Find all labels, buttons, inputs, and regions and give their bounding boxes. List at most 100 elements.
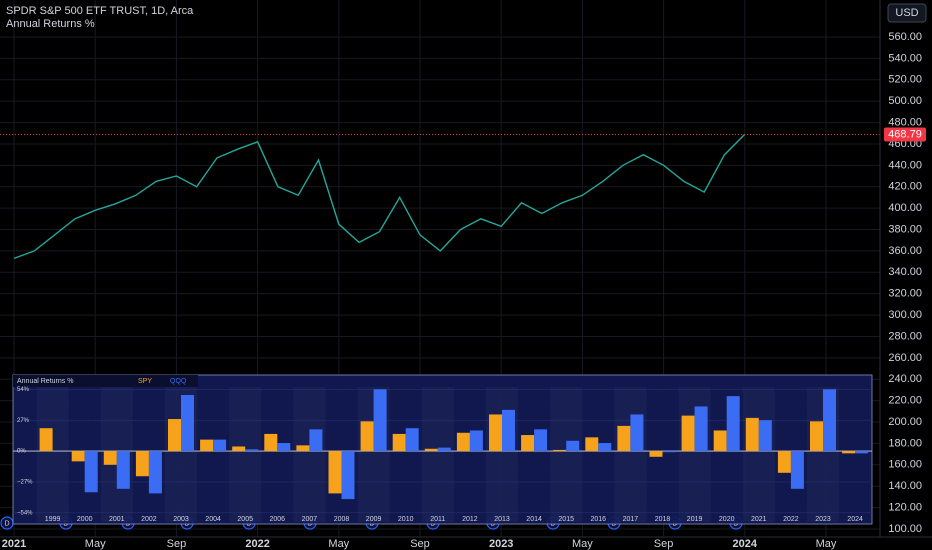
bar: [617, 425, 631, 452]
symbol-title: SPDR S&P 500 ETF TRUST, 1D, Arca: [6, 5, 194, 17]
bar: [373, 389, 387, 452]
y-tick-label: 0%: [17, 449, 26, 455]
last-price-tag: [884, 127, 926, 142]
x-tick-label: 2022: [783, 516, 799, 523]
bar: [392, 433, 406, 452]
bar: [328, 451, 342, 494]
x-tick-label: 2018: [655, 516, 671, 523]
bar: [168, 419, 181, 452]
y-tick-label: −27%: [17, 480, 33, 486]
x-tick-label: Sep: [167, 538, 187, 550]
x-tick-label: 2022: [245, 538, 269, 550]
y-tick-label: 320.00: [888, 288, 922, 300]
x-tick-label: 2008: [334, 516, 350, 523]
bar: [71, 451, 85, 462]
currency-label[interactable]: USD: [895, 7, 918, 19]
bar: [360, 421, 374, 452]
x-tick-label: 2006: [270, 516, 286, 523]
bar: [855, 451, 869, 454]
bar: [213, 439, 227, 452]
bar: [39, 428, 53, 452]
bar: [810, 421, 823, 452]
dividend-marker-label: D: [4, 520, 9, 527]
bar: [758, 420, 772, 452]
y-tick-label: −54%: [17, 510, 33, 516]
x-tick-label: 2002: [141, 516, 157, 523]
panel-title: Annual Returns %: [17, 378, 73, 385]
x-tick-label: 2015: [558, 516, 574, 523]
bar: [148, 451, 162, 494]
y-tick-label: 160.00: [888, 459, 922, 471]
bar: [566, 440, 580, 452]
x-tick-label: May: [572, 538, 593, 550]
bar: [469, 430, 483, 452]
x-tick-label: 2007: [302, 516, 318, 523]
x-tick-label: Sep: [654, 538, 674, 550]
y-tick-label: 360.00: [888, 245, 922, 257]
x-tick-label: 2004: [205, 516, 221, 523]
x-tick-label: 2009: [366, 516, 382, 523]
y-tick-label: 300.00: [888, 309, 922, 321]
x-tick-label: 2023: [489, 538, 513, 550]
x-tick-label: 2012: [462, 516, 478, 523]
bar: [424, 448, 438, 452]
bar: [232, 446, 246, 452]
bar: [245, 449, 259, 452]
x-tick-label: 2017: [623, 516, 639, 523]
x-tick-label: 2003: [173, 516, 189, 523]
bar: [745, 417, 759, 452]
annual-returns-panel: Annual Returns % 54% 27% 0% −27% −54% SPY QQQ 1…: [12, 374, 873, 525]
y-tick-label: 420.00: [888, 181, 922, 193]
bar: [681, 415, 695, 452]
bar: [103, 451, 117, 465]
bar: [489, 414, 502, 452]
bar: [521, 435, 535, 452]
bar: [456, 432, 470, 452]
y-tick-label: 27%: [17, 418, 30, 424]
bar: [200, 439, 214, 452]
bar: [585, 437, 599, 452]
bar: [502, 409, 515, 452]
bar: [649, 451, 663, 457]
y-tick-label: 500.00: [888, 95, 922, 107]
bar: [534, 429, 548, 452]
bar: [726, 396, 740, 452]
band-stripe: [614, 387, 646, 522]
legend-label: QQQ: [170, 378, 187, 385]
price-line: [13, 133, 746, 260]
y-tick-label: 540.00: [888, 52, 922, 64]
y-tick-label: 280.00: [888, 330, 922, 342]
bar: [296, 445, 310, 452]
bar: [713, 430, 727, 452]
bar: [116, 451, 130, 489]
x-tick-label: May: [328, 538, 349, 550]
currency-button[interactable]: [887, 3, 927, 23]
x-tick-label: 2013: [494, 516, 510, 523]
band-stripe: [422, 387, 454, 522]
y-tick-label: 120.00: [888, 501, 922, 513]
bar: [264, 433, 278, 452]
x-tick-label: 2010: [398, 516, 414, 523]
bar: [598, 443, 612, 452]
bar: [842, 451, 856, 454]
y-tick-label: 400.00: [888, 202, 922, 214]
y-tick-label: 480.00: [888, 116, 922, 128]
x-tick-label: May: [816, 538, 837, 550]
y-tick-label: 380.00: [888, 223, 922, 235]
x-tick-label: 2011: [430, 516, 445, 523]
x-tick-label: 2024: [733, 538, 758, 550]
x-tick-label: 2016: [591, 516, 607, 523]
bar: [790, 451, 804, 489]
y-tick-label: 200.00: [888, 416, 922, 428]
x-tick-label: 2023: [815, 516, 831, 523]
bar: [823, 389, 836, 452]
y-tick-label: 140.00: [888, 480, 922, 492]
bar: [405, 428, 419, 452]
x-tick-label: 2000: [77, 516, 93, 523]
x-tick-label: 2005: [237, 516, 253, 523]
x-tick-label: Sep: [410, 538, 430, 550]
band-stripe: [550, 387, 582, 522]
band-stripe: [486, 387, 518, 522]
y-tick-label: 180.00: [888, 437, 922, 449]
x-tick-label: May: [85, 538, 106, 550]
